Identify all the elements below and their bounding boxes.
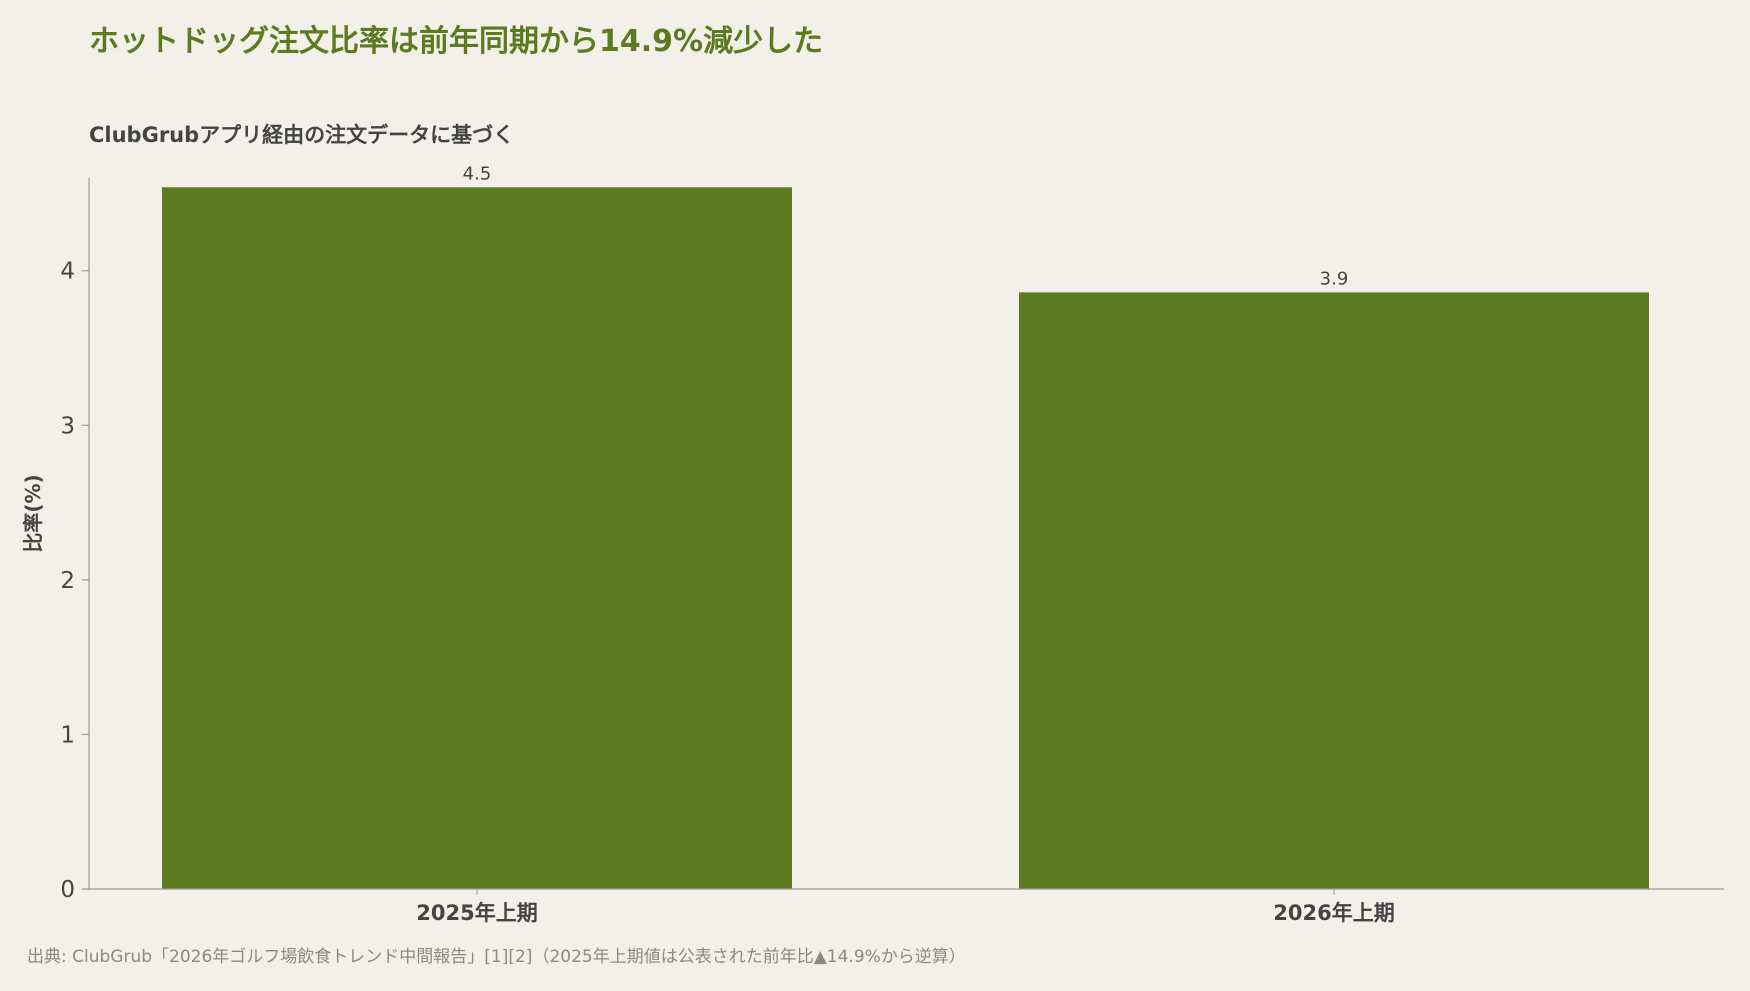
y-tick-label-0: 0 [60, 877, 75, 903]
chart-title: ホットドッグ注文比率は前年同期から14.9%減少した [89, 24, 824, 59]
bar-1 [162, 187, 792, 889]
bar-2 [1019, 292, 1649, 889]
y-axis-label: 比率(%) [21, 474, 45, 552]
bar-value-label-2: 3.9 [1320, 268, 1349, 289]
y-tick-label-3: 3 [60, 413, 75, 439]
chart-subtitle: ClubGrubアプリ経由の注文データに基づく [89, 123, 515, 147]
x-tick-label-1: 2025年上期 [416, 901, 537, 925]
bars-group [162, 187, 1649, 889]
y-tick-label-1: 1 [60, 722, 75, 748]
bar-value-label-1: 4.5 [463, 163, 492, 184]
source-note: 出典: ClubGrub「2026年ゴルフ場飲食トレンド中間報告」[1][2]（… [27, 947, 966, 967]
value-labels-group: 4.5 3.9 [463, 163, 1349, 289]
y-tick-label-4: 4 [60, 259, 75, 285]
x-axis: 2025年上期 2026年上期 [83, 888, 1724, 925]
x-tick-label-2: 2026年上期 [1273, 901, 1394, 925]
y-tick-label-2: 2 [60, 568, 75, 594]
y-axis: 0 1 2 3 4 [60, 178, 90, 903]
